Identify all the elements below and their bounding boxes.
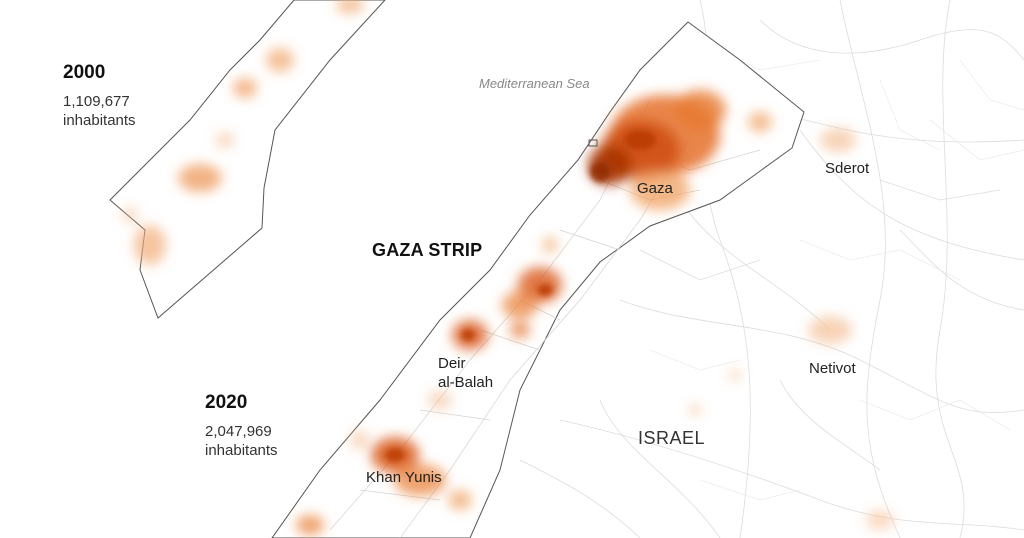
road-network [519,0,1024,538]
israel-density [690,128,894,530]
city-label-deir: Deir [438,355,466,372]
inset-2000-outline [109,0,386,319]
inset-2000-density [122,0,364,265]
region-label: GAZA STRIP [372,240,483,260]
strip-density [296,90,772,535]
inset-population-value: 1,109,677 [63,93,130,110]
road-network-dense [649,39,1024,501]
city-label-sderot: Sderot [825,160,870,177]
city-label-netivot: Netivot [809,360,856,377]
main-population-value: 2,047,969 [205,423,272,440]
inset-population-unit: inhabitants [63,112,136,129]
main-population-unit: inhabitants [205,442,278,459]
city-label-khan-yunis: Khan Yunis [366,469,442,486]
main-year-label: 2020 [205,392,248,413]
city-label-al-balah: al-Balah [438,374,494,391]
country-label: ISRAEL [638,428,706,448]
city-label-gaza: Gaza [637,180,673,197]
inset-year-label: 2000 [63,62,106,83]
harbour-marker [588,139,598,147]
strip-density-core [385,130,656,462]
sea-label: Mediterranean Sea [479,76,590,91]
